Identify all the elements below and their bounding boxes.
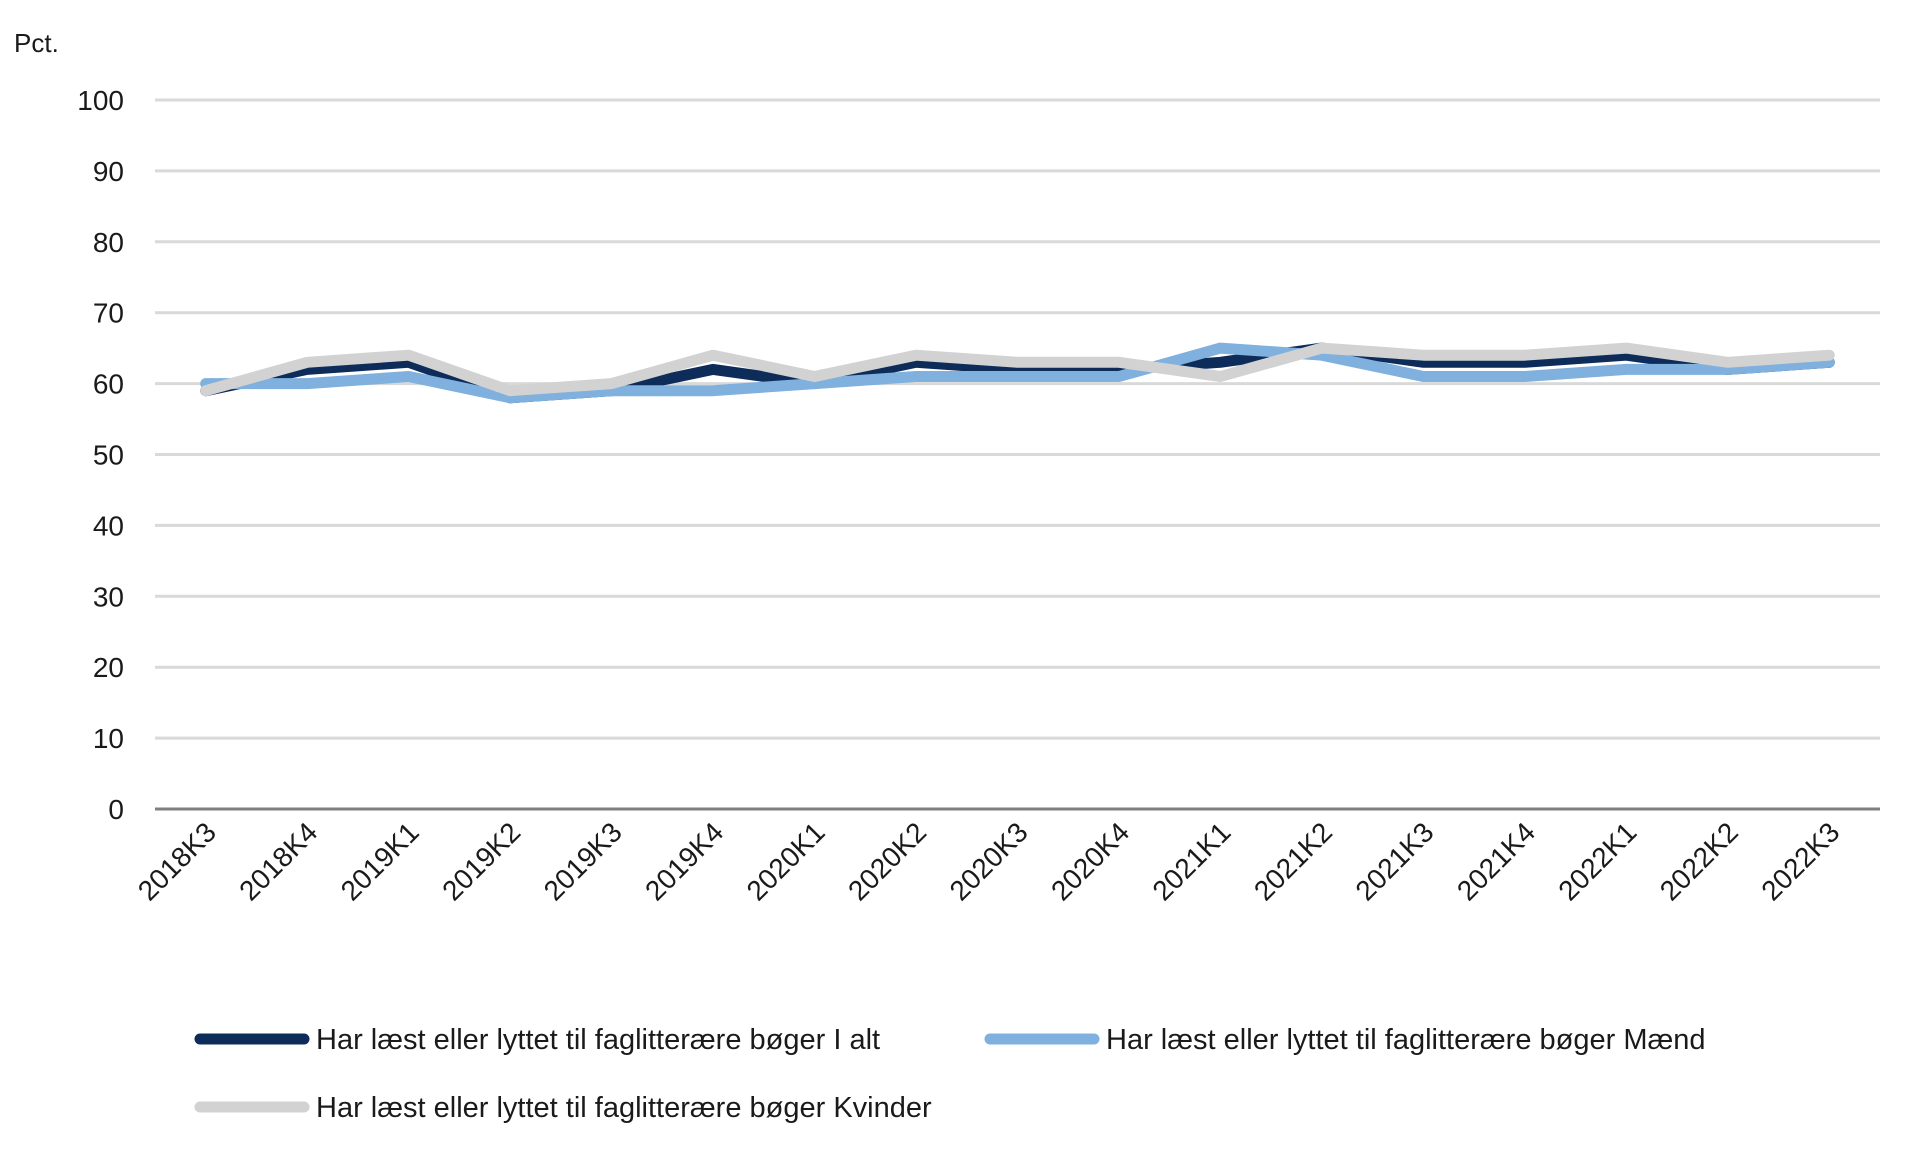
legend-item-0: Har læst eller lyttet til faglitterære b… (194, 1024, 880, 1056)
legend-label: Har læst eller lyttet til faglitterære b… (316, 1024, 880, 1056)
series-line-2 (200, 342, 1835, 397)
x-tick-label: 2021K2 (1248, 816, 1338, 906)
x-tick-label: 2019K2 (436, 816, 526, 906)
x-tick-label: 2020K2 (842, 816, 932, 906)
x-tick-label: 2019K1 (335, 816, 425, 906)
x-tick-label: 2019K4 (639, 816, 729, 906)
y-tick-label: 50 (93, 440, 124, 471)
y-tick-label: 0 (108, 794, 124, 825)
x-tick-labels: 2018K3 2018K4 2019K1 2019K2 2019K3 2019K4 2020… (132, 816, 1846, 906)
x-tick-label: 2018K3 (132, 816, 222, 906)
x-tick-label: 2022K1 (1552, 816, 1642, 906)
y-tick-label: 70 (93, 298, 124, 329)
y-tick-labels: 0 10 20 30 40 50 60 70 80 90 100 (77, 85, 124, 825)
legend-item-2: Har læst eller lyttet til faglitterære b… (194, 1092, 932, 1124)
y-tick-label: 20 (93, 652, 124, 683)
legend-label: Har læst eller lyttet til faglitterære b… (1106, 1024, 1706, 1056)
y-tick-label: 80 (93, 227, 124, 258)
y-tick-label: 60 (93, 369, 124, 400)
gridlines (155, 98, 1880, 811)
x-tick-label: 2020K4 (1045, 816, 1135, 906)
legend-item-1: Har læst eller lyttet til faglitterære b… (984, 1024, 1706, 1056)
y-tick-label: 30 (93, 581, 124, 612)
legend-label: Har læst eller lyttet til faglitterære b… (316, 1092, 932, 1124)
y-tick-label: 40 (93, 510, 124, 541)
x-tick-label: 2019K3 (538, 816, 628, 906)
y-tick-label: 90 (93, 156, 124, 187)
x-tick-label: 2022K3 (1755, 816, 1845, 906)
y-axis-label: Pct. (14, 28, 59, 58)
series-line-1 (200, 342, 1835, 404)
x-tick-label: 2021K1 (1146, 816, 1236, 906)
y-tick-label: 10 (93, 723, 124, 754)
x-tick-label: 2018K4 (233, 816, 323, 906)
y-tick-label: 100 (77, 85, 124, 116)
x-tick-label: 2021K4 (1451, 816, 1541, 906)
x-tick-label: 2020K3 (944, 816, 1034, 906)
legend: Har læst eller lyttet til faglitterære b… (194, 1024, 1706, 1124)
x-tick-label: 2021K3 (1349, 816, 1439, 906)
x-tick-label: 2020K1 (741, 816, 831, 906)
series-lines (200, 342, 1835, 404)
x-tick-label: 2022K2 (1654, 816, 1744, 906)
